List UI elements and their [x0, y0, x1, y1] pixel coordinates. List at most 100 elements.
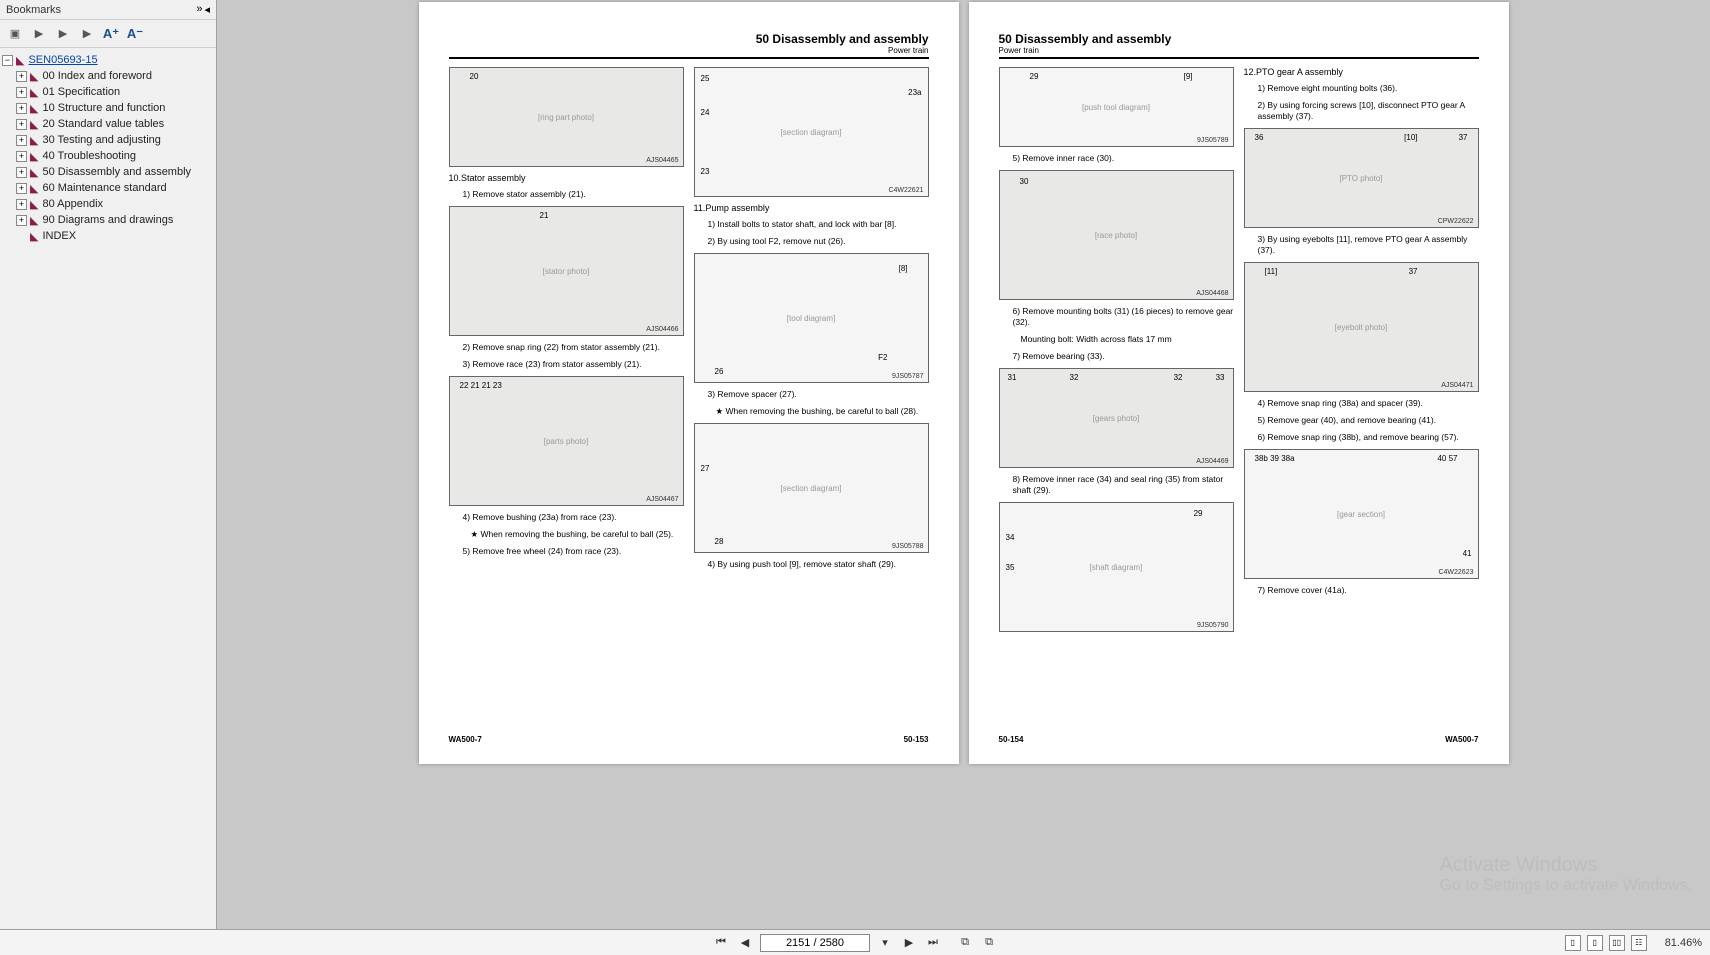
- first-page-button[interactable]: ⏮: [712, 934, 730, 952]
- view-mode-2-icon[interactable]: ▯: [1587, 935, 1603, 951]
- expand-icon[interactable]: +: [16, 119, 27, 130]
- view-mode-4-icon[interactable]: ☷: [1631, 935, 1647, 951]
- figure-photo: 20[ring part photo]AJS04465: [449, 67, 684, 167]
- tree-item[interactable]: +◣40 Troubleshooting: [2, 148, 214, 164]
- tree-item[interactable]: +◣80 Appendix: [2, 196, 214, 212]
- page-right: 50 Disassembly and assembly Power train …: [969, 2, 1509, 764]
- expand-icon[interactable]: +: [16, 199, 27, 210]
- tree-item[interactable]: +◣ 30 Testing and adjusting: [2, 132, 214, 148]
- collapse-icon[interactable]: −: [2, 55, 13, 66]
- expand-icon[interactable]: +: [16, 87, 27, 98]
- tree-root[interactable]: − ◣ SEN05693-15: [2, 52, 214, 68]
- tree-item-label: 50 Disassembly and assembly: [42, 166, 191, 178]
- bookmark-icon: ◣: [30, 118, 38, 131]
- step-text: 1) Remove eight mounting bolts (36).: [1244, 83, 1479, 94]
- header-title: 50 Disassembly and assembly: [999, 32, 1479, 46]
- header-subtitle: Power train: [999, 46, 1479, 55]
- step-text: 3) Remove race (23) from stator assembly…: [449, 359, 684, 370]
- tree-item-label: 90 Diagrams and drawings: [42, 214, 173, 226]
- document-viewer[interactable]: 50 Disassembly and assembly Power train …: [217, 0, 1710, 929]
- step-text: 7) Remove cover (41a).: [1244, 585, 1479, 596]
- chevron-left-icon[interactable]: ◂: [204, 3, 210, 16]
- view-mode-3-icon[interactable]: ▯▯: [1609, 935, 1625, 951]
- tree-item-label: INDEX: [42, 230, 76, 242]
- step-text: 4) Remove snap ring (38a) and spacer (39…: [1244, 398, 1479, 409]
- view-mode-1-icon[interactable]: ▯: [1565, 935, 1581, 951]
- step-text: 2) Remove snap ring (22) from stator ass…: [449, 342, 684, 353]
- page-number-input[interactable]: [760, 934, 870, 952]
- expand-all-icon[interactable]: ▣: [6, 25, 24, 43]
- header-subtitle: Power train: [449, 46, 929, 55]
- tree-item-label: 01 Specification: [42, 86, 120, 98]
- font-larger-icon[interactable]: A⁺: [102, 25, 120, 43]
- zoom-level[interactable]: 81.46%: [1665, 937, 1702, 949]
- tree-item[interactable]: +◣60 Maintenance standard: [2, 180, 214, 196]
- figure-diagram: 343529[shaft diagram]9JS05790: [999, 502, 1234, 632]
- expand-icon[interactable]: +: [16, 135, 27, 146]
- step-text: 3) By using eyebolts [11], remove PTO ge…: [1244, 234, 1479, 256]
- step-heading: 10.Stator assembly: [449, 173, 684, 183]
- figure-photo: 22 21 21 23[parts photo]AJS04467: [449, 376, 684, 506]
- last-page-button[interactable]: ⏭: [924, 934, 942, 952]
- step-text: 3) Remove spacer (27).: [694, 389, 929, 400]
- delete-bookmark-icon[interactable]: ▶: [54, 25, 72, 43]
- prev-page-button[interactable]: ◀: [736, 934, 754, 952]
- step-note: ★ When removing the bushing, be careful …: [694, 406, 929, 417]
- bookmark-tree: − ◣ SEN05693-15 +◣00 Index and foreword …: [0, 48, 216, 929]
- step-text: 6) Remove snap ring (38b), and remove be…: [1244, 432, 1479, 443]
- expand-icon[interactable]: +: [16, 71, 27, 82]
- expand-icon[interactable]: +: [16, 167, 27, 178]
- tree-item[interactable]: ◣ INDEX: [2, 228, 214, 244]
- tree-item[interactable]: +◣50 Disassembly and assembly: [2, 164, 214, 180]
- page-header: 50 Disassembly and assembly Power train: [999, 32, 1479, 59]
- tree-item-label: 40 Troubleshooting: [42, 150, 136, 162]
- tree-item-label: 00 Index and foreword: [42, 70, 151, 82]
- tree-item[interactable]: +◣10 Structure and function: [2, 100, 214, 116]
- tree-item[interactable]: +◣ 90 Diagrams and drawings: [2, 212, 214, 228]
- bookmark-icon: ◣: [30, 198, 38, 211]
- expand-icon[interactable]: +: [16, 183, 27, 194]
- step-text: 5) Remove gear (40), and remove bearing …: [1244, 415, 1479, 426]
- single-page-icon[interactable]: ⧉: [956, 934, 974, 952]
- step-text: 2) By using tool F2, remove nut (26).: [694, 236, 929, 247]
- figure-photo: 31323233[gears photo]AJS04469: [999, 368, 1234, 468]
- expand-icon[interactable]: +: [16, 151, 27, 162]
- step-text: 5) Remove free wheel (24) from race (23)…: [449, 546, 684, 557]
- tree-item-label: 10 Structure and function: [42, 102, 165, 114]
- step-text: 5) Remove inner race (30).: [999, 153, 1234, 164]
- chevron-right-icon[interactable]: »: [196, 3, 202, 16]
- figure-photo: 30[race photo]AJS04468: [999, 170, 1234, 300]
- sidebar-collapse-controls[interactable]: » ◂: [196, 3, 210, 16]
- page-header: 50 Disassembly and assembly Power train: [449, 32, 929, 59]
- page-dropdown-button[interactable]: ▾: [876, 934, 894, 952]
- facing-page-icon[interactable]: ⧉: [980, 934, 998, 952]
- figure-photo: [11]37[eyebolt photo]AJS04471: [1244, 262, 1479, 392]
- tree-item[interactable]: +◣00 Index and foreword: [2, 68, 214, 84]
- footer-model: WA500-7: [449, 735, 482, 744]
- bookmarks-sidebar: Bookmarks » ◂ ▣ ▶ ▶ ▶ A⁺ A⁻ − ◣ SEN05693…: [0, 0, 217, 929]
- figure-photo: 21[stator photo]AJS04466: [449, 206, 684, 336]
- new-bookmark-icon[interactable]: ▶: [30, 25, 48, 43]
- font-smaller-icon[interactable]: A⁻: [126, 25, 144, 43]
- page-nav-group: ⏮ ◀ ▾ ▶ ⏭ ⧉ ⧉: [712, 934, 998, 952]
- bookmark-icon: ◣: [30, 230, 38, 243]
- bookmark-icon: ◣: [16, 54, 24, 67]
- step-note: Mounting bolt: Width across flats 17 mm: [999, 334, 1234, 345]
- figure-diagram: 2728[section diagram]9JS05788: [694, 423, 929, 553]
- next-page-button[interactable]: ▶: [900, 934, 918, 952]
- step-note: ★ When removing the bushing, be careful …: [449, 529, 684, 540]
- sidebar-header: Bookmarks » ◂: [0, 0, 216, 20]
- pages-container: 50 Disassembly and assembly Power train …: [419, 2, 1509, 927]
- tree-item[interactable]: +◣20 Standard value tables: [2, 116, 214, 132]
- expand-icon[interactable]: +: [16, 215, 27, 226]
- tree-item-label: 30 Testing and adjusting: [42, 134, 160, 146]
- options-icon[interactable]: ▶: [78, 25, 96, 43]
- bookmark-icon: ◣: [30, 86, 38, 99]
- expand-icon[interactable]: +: [16, 103, 27, 114]
- step-text: 1) Install bolts to stator shaft, and lo…: [694, 219, 929, 230]
- tree-item-label: 60 Maintenance standard: [42, 182, 166, 194]
- bookmark-icon: ◣: [30, 134, 38, 147]
- figure-diagram: 38b 39 38a40 5741[gear section]C4W22623: [1244, 449, 1479, 579]
- tree-item[interactable]: +◣ 01 Specification: [2, 84, 214, 100]
- bookmark-icon: ◣: [30, 214, 38, 227]
